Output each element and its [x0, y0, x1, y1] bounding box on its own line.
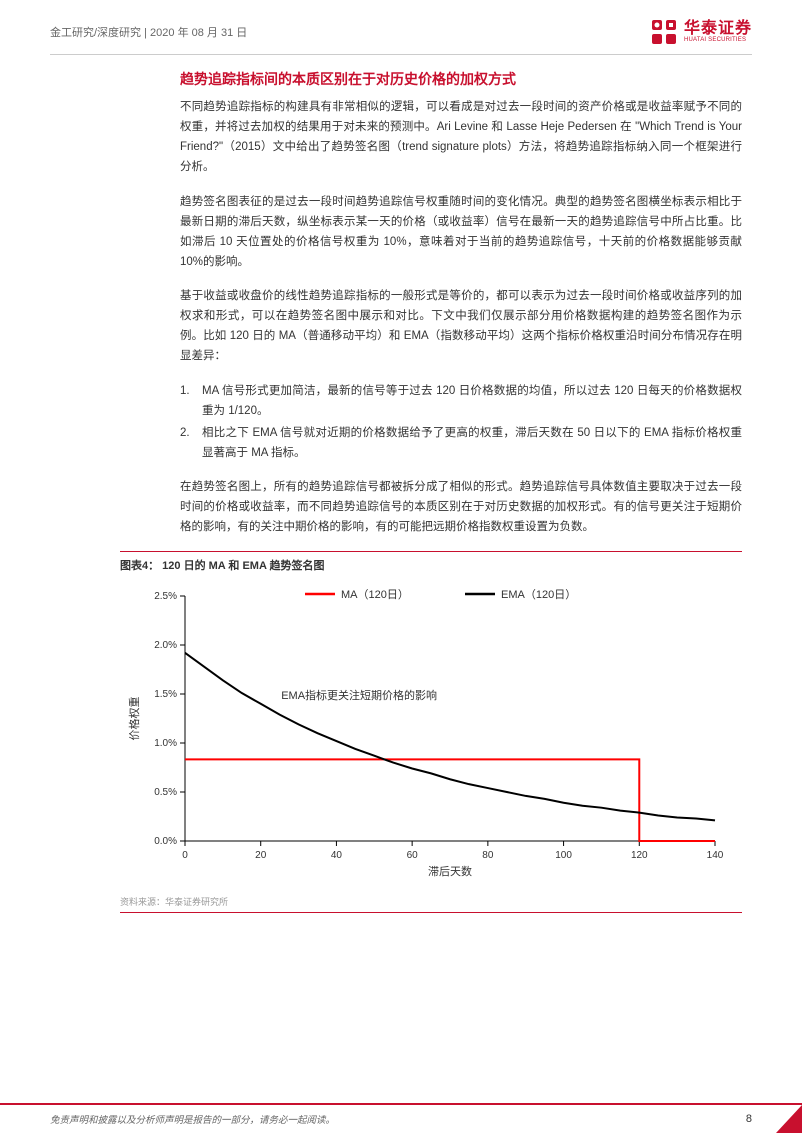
paragraph-3: 基于收益或收盘价的线性趋势追踪指标的一般形式是等价的，都可以表示为过去一段时间价… — [180, 286, 742, 367]
section-title: 趋势追踪指标间的本质区别在于对历史价格的加权方式 — [180, 69, 742, 89]
chart-area: 图表4： 120 日的 MA 和 EMA 趋势签名图 0.0% 0.5% 1.0% 1… — [120, 551, 742, 913]
svg-text:滞后天数: 滞后天数 — [428, 865, 472, 878]
list-num: 1. — [180, 381, 202, 421]
svg-text:140: 140 — [707, 850, 724, 861]
chart-source: 资料来源：华泰证券研究所 — [120, 895, 742, 913]
footer-triangle-icon — [776, 1105, 802, 1133]
brand-zh: 华泰证券 — [684, 21, 752, 37]
date: 2020 年 08 月 31 日 — [150, 27, 247, 39]
svg-text:价格权重: 价格权重 — [127, 697, 141, 741]
svg-text:MA（120日）: MA（120日） — [341, 588, 409, 601]
brand: 华泰证券 HUATAI SECURITIES — [650, 18, 752, 46]
page-header: 金工研究/深度研究 | 2020 年 08 月 31 日 华泰证券 HUATAI… — [0, 0, 802, 54]
svg-text:1.5%: 1.5% — [154, 689, 177, 700]
svg-text:0.0%: 0.0% — [154, 836, 177, 847]
header-meta: 金工研究/深度研究 | 2020 年 08 月 31 日 — [50, 24, 247, 40]
svg-text:120: 120 — [631, 850, 648, 861]
svg-text:1.0%: 1.0% — [154, 738, 177, 749]
footer-disclaimer: 免责声明和披露以及分析师声明是报告的一部分，请务必一起阅读。 — [0, 1112, 335, 1126]
chart-plot: 0.0% 0.5% 1.0% 1.5% 2.0% 2.5% 0 20 40 60 80 100 120 1… — [120, 576, 740, 886]
list-text: 相比之下 EMA 信号就对近期的价格数据给予了更高的权重，滞后天数在 50 日以… — [202, 423, 742, 463]
list-num: 2. — [180, 423, 202, 463]
svg-text:0: 0 — [182, 850, 188, 861]
svg-text:20: 20 — [255, 850, 267, 861]
paragraph-4: 在趋势签名图上，所有的趋势追踪信号都被拆分成了相似的形式。趋势追踪信号具体数值主… — [180, 477, 742, 537]
category: 金工研究/深度研究 — [50, 27, 141, 39]
brand-en: HUATAI SECURITIES — [684, 37, 752, 43]
list-text: MA 信号形式更加简洁，最新的信号等于过去 120 日价格数据的均值，所以过去 … — [202, 381, 742, 421]
svg-text:80: 80 — [482, 850, 494, 861]
svg-text:2.0%: 2.0% — [154, 640, 177, 651]
svg-text:0.5%: 0.5% — [154, 787, 177, 798]
svg-text:EMA（120日）: EMA（120日） — [501, 588, 576, 601]
paragraph-1: 不同趋势追踪指标的构建具有非常相似的逻辑，可以看成是对过去一段时间的资产价格或是… — [180, 97, 742, 178]
svg-text:EMA指标更关注短期价格的影响: EMA指标更关注短期价格的影响 — [281, 688, 437, 702]
svg-text:2.5%: 2.5% — [154, 591, 177, 602]
brand-text: 华泰证券 HUATAI SECURITIES — [684, 21, 752, 43]
svg-text:40: 40 — [331, 850, 343, 861]
huatai-logo-icon — [650, 18, 678, 46]
svg-text:60: 60 — [407, 850, 419, 861]
chart-title-row: 图表4： 120 日的 MA 和 EMA 趋势签名图 — [120, 551, 742, 574]
page-number: 8 — [746, 1113, 752, 1125]
paragraph-2: 趋势签名图表征的是过去一段时间趋势追踪信号权重随时间的变化情况。典型的趋势签名图… — [180, 192, 742, 273]
list-item-1: 1. MA 信号形式更加简洁，最新的信号等于过去 120 日价格数据的均值，所以… — [180, 381, 742, 421]
main-content: 趋势追踪指标间的本质区别在于对历史价格的加权方式 不同趋势追踪指标的构建具有非常… — [0, 55, 802, 537]
svg-text:100: 100 — [555, 850, 572, 861]
chart-title: 图表4： 120 日的 MA 和 EMA 趋势签名图 — [120, 560, 325, 572]
list-item-2: 2. 相比之下 EMA 信号就对近期的价格数据给予了更高的权重，滞后天数在 50… — [180, 423, 742, 463]
page-footer: 免责声明和披露以及分析师声明是报告的一部分，请务必一起阅读。 8 — [0, 1103, 802, 1133]
